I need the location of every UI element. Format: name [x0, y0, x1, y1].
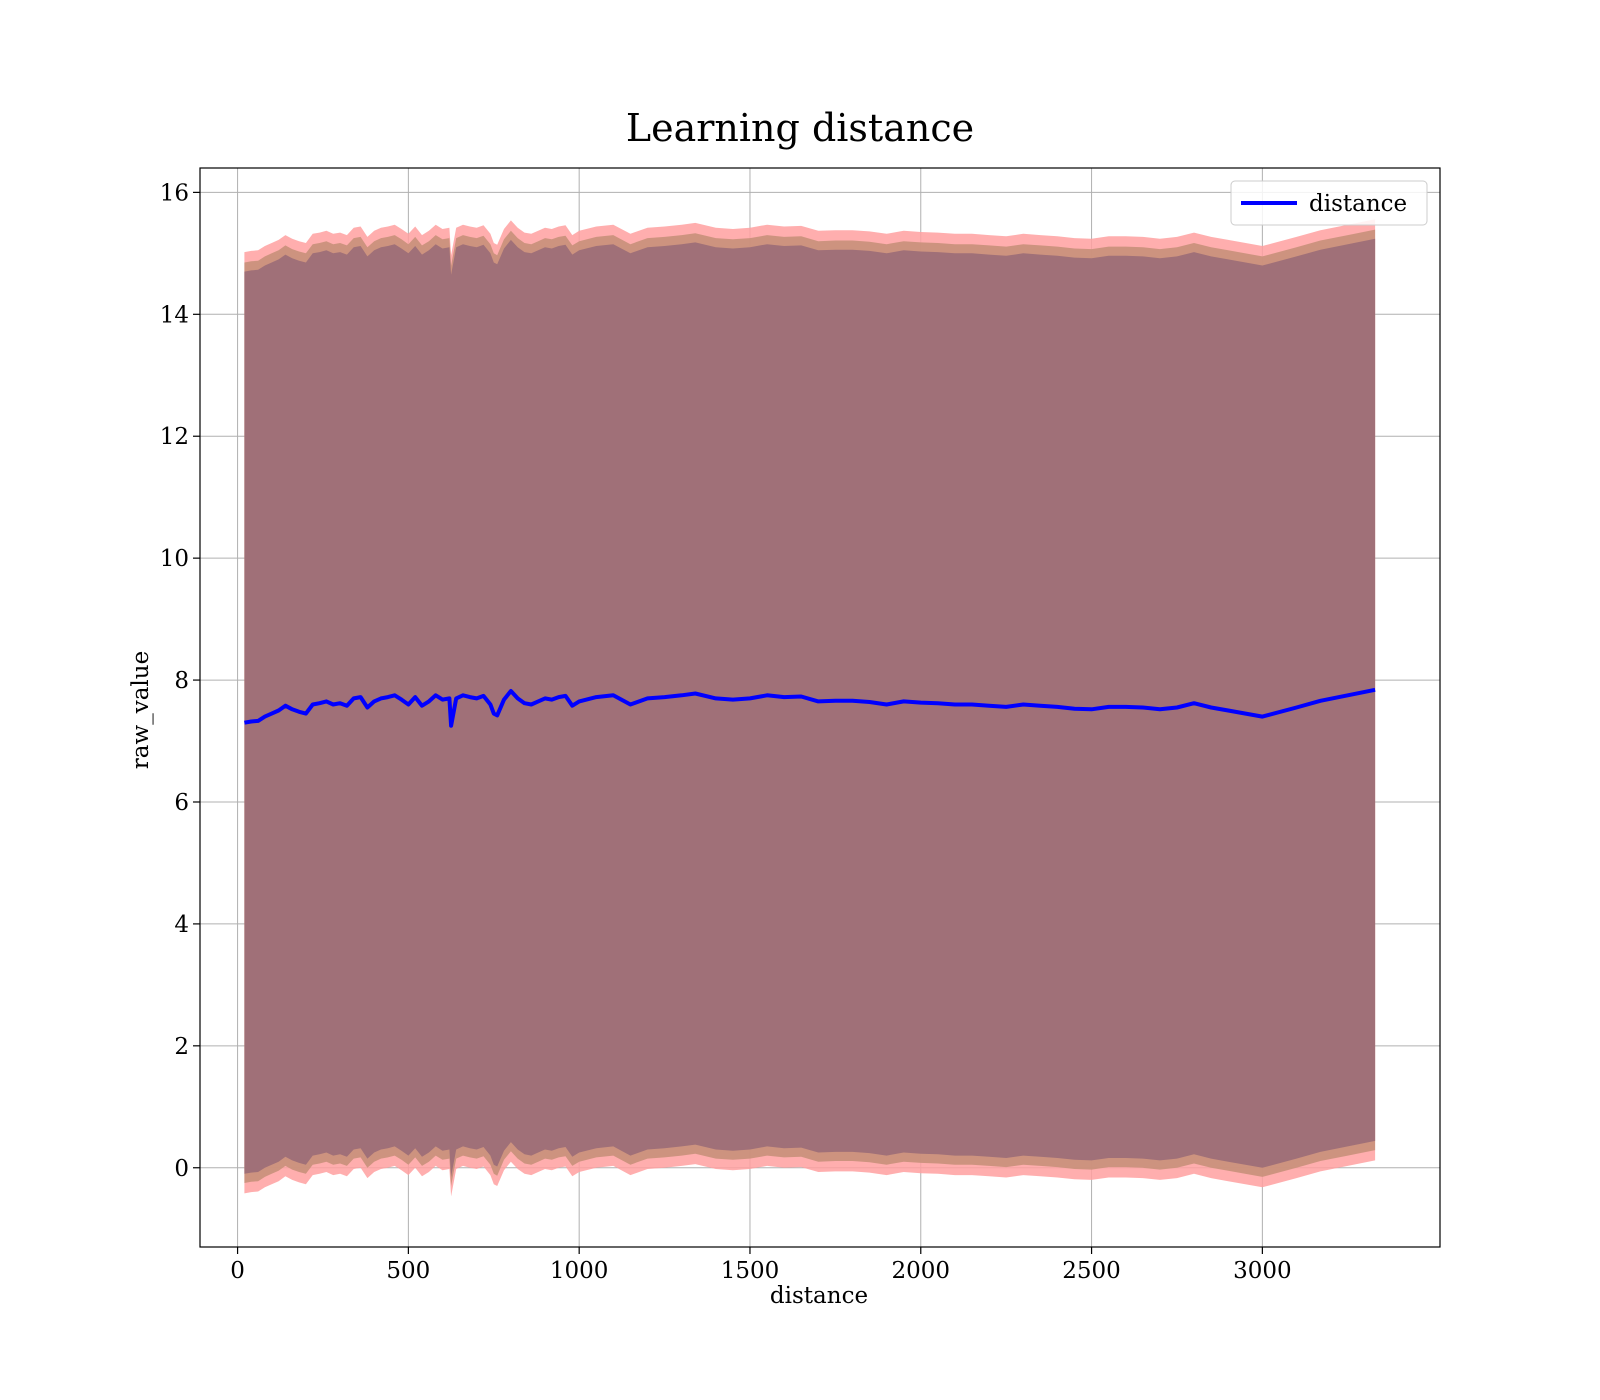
x-tick-label: 1000 — [550, 1258, 609, 1284]
legend-box — [1230, 180, 1428, 226]
y-tick-label: 4 — [174, 912, 189, 938]
x-tick-label: 2500 — [1062, 1258, 1121, 1284]
legend: distance — [1230, 180, 1428, 226]
y-axis-ticks: 0 2 4 6 8 10 12 14 16 — [160, 180, 200, 1182]
y-tick-label: 2 — [174, 1034, 189, 1060]
y-tick-label: 12 — [160, 424, 189, 450]
x-tick-label: 2000 — [891, 1258, 950, 1284]
x-tick-label: 0 — [230, 1258, 245, 1284]
x-axis-label: distance — [770, 1283, 868, 1309]
legend-entry-distance: distance — [1309, 191, 1407, 217]
y-tick-label: 0 — [174, 1156, 189, 1182]
plot-frame — [199, 167, 1441, 1248]
confidence-bands — [244, 219, 1376, 1197]
x-axis-ticks: 0 500 1000 1500 2000 2500 3000 — [230, 1247, 1292, 1284]
y-tick-label: 14 — [160, 302, 189, 328]
band-2 — [244, 238, 1376, 1177]
y-tick-label: 8 — [174, 668, 189, 694]
x-tick-label: 1500 — [721, 1258, 780, 1284]
y-tick-label: 10 — [160, 546, 189, 572]
x-tick-label: 500 — [386, 1258, 430, 1284]
y-tick-label: 16 — [160, 180, 189, 206]
x-tick-label: 3000 — [1233, 1258, 1292, 1284]
series-lines — [244, 687, 1376, 728]
y-tick-label: 6 — [174, 790, 189, 816]
y-axis-label: raw_value — [128, 651, 154, 769]
chart-title: Learning distance — [626, 106, 974, 150]
series-line-distance — [244, 687, 1376, 728]
